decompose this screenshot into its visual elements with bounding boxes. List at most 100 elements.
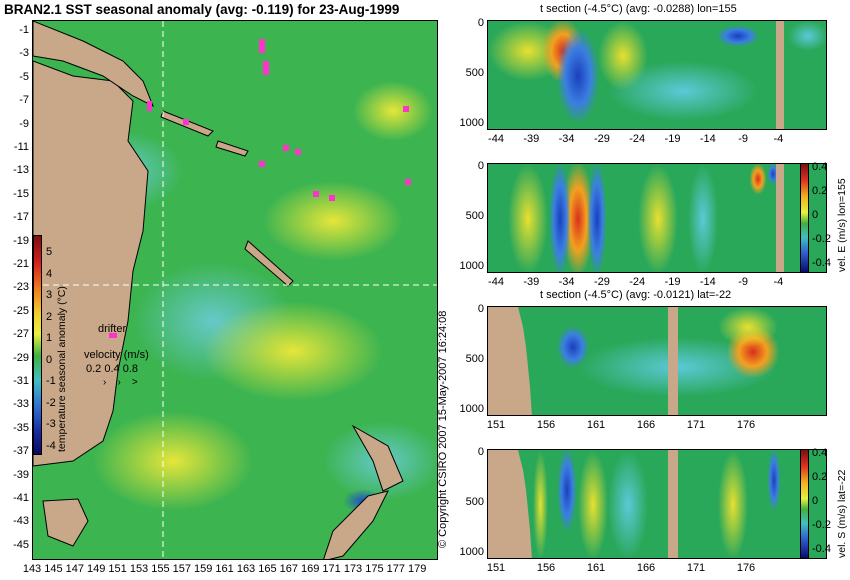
map-lon-tick: 167 [279,563,298,575]
map-lon-tick: 175 [365,563,384,575]
map-lat-tick: -25 [13,304,29,317]
map-lat-tick: -35 [13,421,29,434]
map-lon-tick: 143 [22,563,42,575]
depth-tick: 0 [477,446,484,458]
copyright: © Copyright CSIRO 2007 15-May-2007 16:24… [437,310,449,548]
map-colorbar-tick: 3 [46,289,53,301]
map-lon-tick: 171 [322,563,341,575]
velocity-values: 0.2 0.4 0.8 [86,363,138,375]
map-lat-tick: -31 [13,375,29,387]
map-colorbar-tick: 2 [46,310,53,323]
map-lon-tick: 153 [129,563,149,575]
map-colorbar-tick: 4 [46,267,53,280]
map-colorbar-label: temperature seasonal anomaly (°C) [56,286,68,452]
map-lat-tick: -27 [13,328,29,341]
x-tick: 156 [536,419,556,431]
depth-tick: 1000 [459,117,484,129]
x-tick: 156 [536,562,556,574]
x-tick: -29 [593,276,610,288]
x-tick: -39 [523,276,540,288]
panel3-title: t section (-4.5°C) (avg: -0.0121) lat=-2… [540,289,732,301]
panel2-plot [487,163,827,273]
map-lat-tick: -5 [19,70,29,83]
drifter-marker [259,161,265,167]
colorbar-tick: 0.2 [812,185,828,197]
map-lat-tick: -23 [13,281,29,294]
map-colorbar [33,235,42,455]
depth-tick: 500 [465,67,484,79]
x-tick: -19 [664,276,681,288]
x-tick: 166 [636,562,656,574]
map-lon-tick: 145 [44,563,63,575]
anomaly-patch [353,81,433,141]
map-lon-tick: 157 [172,563,191,575]
depth-tick: 0 [477,160,484,172]
map-colorbar-tick: -2 [46,396,56,409]
panel3-plot [487,306,827,416]
map-lat-tick: -33 [13,398,29,411]
x-tick: 161 [586,419,606,431]
map-lon-tick: 149 [87,563,106,575]
x-tick: -4 [773,276,784,288]
drifter-marker [329,195,335,201]
depth-tick: 1000 [459,260,484,272]
map-lat-tick: -29 [13,351,29,364]
anomaly-patch [93,411,253,511]
map-lat-tick: -17 [13,211,29,224]
main-title: BRAN2.1 SST seasonal anomaly (avg: -0.11… [4,2,400,17]
depth-tick: 0 [477,303,484,315]
drifter-marker [403,106,409,112]
colorbar-tick: -0.4 [812,543,831,555]
drifter-marker [259,39,265,53]
panel4-colorbar [800,449,809,559]
tasmania-land [42,498,89,547]
map-lat-tick: -43 [13,515,29,528]
x-tick: -4 [773,133,784,145]
depth-tick: 1000 [459,546,484,558]
colorbar-tick: 0.2 [812,471,828,483]
anomaly-patch [263,181,403,261]
x-tick: -44 [488,133,504,145]
map-colorbar-tick: -1 [46,375,56,387]
map-lat-tick: -19 [13,234,29,247]
map-lat-tick: -9 [19,117,29,130]
x-tick: -34 [558,276,575,288]
drifter-label: drifter [98,323,127,335]
map-lon-tick: 177 [386,563,405,575]
colorbar-tick: -0.4 [812,257,831,269]
colorbar-tick: -0.2 [812,519,831,531]
panel4-colorbar-label: vel. S (m/s) lat=-22 [836,469,848,558]
x-tick: -44 [488,276,504,288]
nz-south-land [323,490,389,559]
panel2-colorbar-label: vel. E (m/s) lon=155 [836,178,848,272]
depth-tick: 0 [477,17,484,29]
map-lon-tick: 173 [343,563,363,575]
panel1-title: t section (-4.5°C) (avg: -0.0288) lon=15… [540,3,737,15]
map-lat-tick: -45 [13,538,29,551]
map-lon-tick: 165 [258,563,277,575]
colorbar-tick: 0 [812,495,819,507]
new-caledonia-land [244,240,294,287]
map-lat-tick: -11 [13,141,29,153]
velocity-arrows: › › > [103,377,138,388]
panel4-plot [487,449,827,559]
map-lat-tick: -41 [13,492,29,504]
x-tick: -9 [738,276,748,288]
map-lat-tick: -13 [13,164,29,177]
map-lon-tick: 151 [108,563,127,575]
colorbar-tick: 0.4 [812,161,828,173]
nz-north-land [351,424,404,492]
x-tick: 176 [736,562,756,574]
map-colorbar-tick: 1 [46,332,53,344]
depth-tick: 500 [465,210,484,222]
x-tick: 171 [686,562,706,574]
colorbar-tick: 0 [812,209,819,221]
x-tick: 176 [736,419,756,431]
depth-tick: 500 [465,353,484,365]
png-land [33,21,154,108]
x-tick: 171 [686,419,706,431]
map-lat-tick: -37 [13,445,29,458]
map-colorbar-tick: -3 [46,418,56,430]
x-tick: -24 [629,133,646,145]
map-lat-tick: -39 [13,468,29,481]
